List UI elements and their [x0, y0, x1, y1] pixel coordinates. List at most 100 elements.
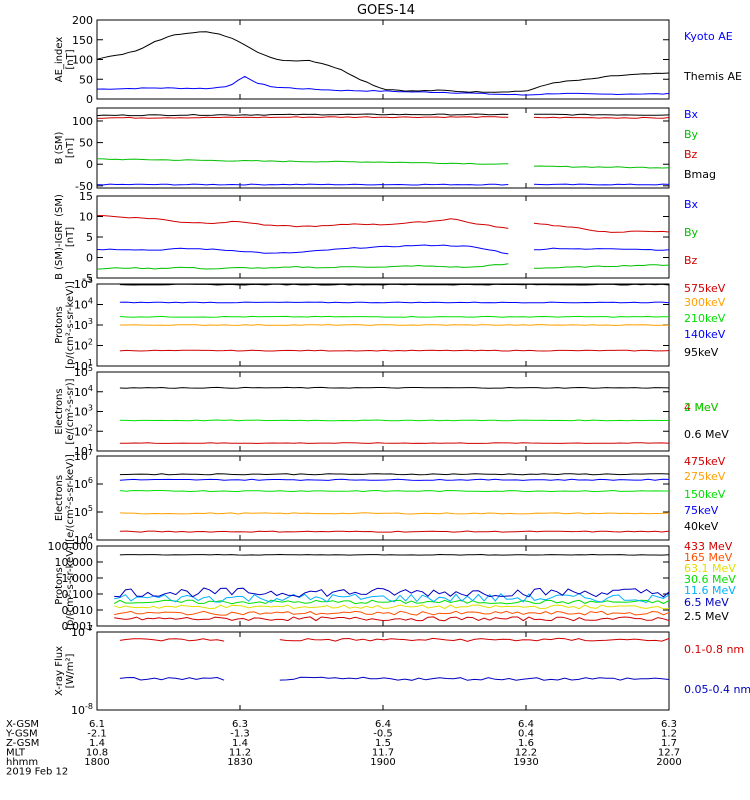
y-tick-label: 100 — [72, 115, 93, 128]
series-line-by — [533, 165, 670, 169]
y-tick-label: 15 — [79, 190, 93, 203]
y-tick-label: 102 — [74, 338, 93, 353]
y-tick-label: 10.000 — [55, 556, 94, 569]
x-info-row-label: hhmm — [6, 757, 38, 768]
x-info-row-label: X-GSM — [6, 719, 39, 730]
y-tick-label: 150 — [72, 34, 93, 47]
y-tick-label: 105 — [74, 504, 93, 519]
legend-label: Themis AE — [683, 70, 742, 83]
panel-frame — [96, 455, 670, 541]
y-tick-label: -50 — [75, 180, 93, 193]
x-info-value: 1830 — [227, 757, 252, 768]
y-tick-label: 0 — [86, 93, 93, 106]
x-axis-info: X-GSM 6.1 6.3 6.4 6.4 6.3 Y-GSM -2.1 -1.3 -0.5 0.4… — [5, 719, 682, 778]
y-tick-label: 0.001 — [62, 620, 94, 633]
y-tick-label: -5 — [82, 272, 93, 285]
series-line-2-mev — [119, 419, 670, 422]
legend-label: 300keV — [684, 296, 726, 309]
legend-label: 95keV — [684, 346, 719, 359]
series-line-210kev — [119, 315, 670, 318]
x-info-value: 1.2 — [661, 729, 677, 740]
series-line-by — [96, 263, 509, 270]
legend-label: Bmag — [684, 168, 716, 181]
legend-label: 433 MeV — [684, 540, 733, 553]
legend-label: 2.5 MeV — [684, 610, 729, 623]
series-line-4-mev — [119, 442, 670, 444]
series-line-bz — [533, 222, 670, 233]
legend-label: 4 MeV — [684, 401, 719, 414]
panel-protons-high: 0.001 0.010 0.100 1.000 10.000 100.000 Protons… — [48, 540, 737, 633]
series-line-0-05-0-4-nm — [279, 676, 670, 681]
x-info-row-label: Y-GSM — [5, 729, 38, 740]
x-info-value: 1.4 — [89, 738, 105, 749]
legend-label: 275keV — [684, 470, 726, 483]
legend-label: 0.05-0.4 nm — [684, 683, 750, 696]
series-line-75kev — [119, 478, 670, 481]
y-tick-label: 0.100 — [62, 588, 94, 601]
series-line-475kev — [119, 530, 670, 533]
panel-frame — [96, 107, 670, 189]
x-info-value: 6.1 — [89, 719, 105, 730]
panel-frame — [96, 19, 670, 100]
y-axis-label: X-ray Flux — [54, 646, 65, 696]
series-line-bmag — [533, 113, 670, 116]
y-axis-label: B (SM)-IGRF (SM) — [54, 194, 65, 280]
legend-label: 475keV — [684, 455, 726, 468]
series-line-themis-ae — [96, 31, 670, 93]
series-line-150kev — [119, 489, 669, 493]
legend-label: 30.6 MeV — [684, 573, 736, 586]
series-line-140kev — [119, 301, 670, 304]
series-line-kyoto-ae — [96, 75, 670, 96]
panel-frame — [96, 195, 670, 279]
y-axis-label: [p/(cm²-s-sr-keV)] — [65, 281, 76, 369]
y-axis-label: Electrons — [54, 388, 65, 434]
x-info-value: 1.5 — [375, 738, 391, 749]
y-tick-label: 106 — [74, 476, 93, 491]
x-info-value: 1800 — [84, 757, 109, 768]
y-tick-label: 50 — [79, 137, 93, 150]
x-info-value: 1900 — [370, 757, 395, 768]
y-axis-label: [nT] — [65, 227, 76, 247]
series-line-0-05-0-4-nm — [119, 676, 225, 681]
series-line-by — [96, 158, 509, 165]
x-info-value: 1.4 — [232, 738, 248, 749]
y-tick-label: 50 — [79, 73, 93, 86]
legend-label: 0.6 MeV — [684, 428, 729, 441]
legend-label: 6.5 MeV — [684, 596, 729, 609]
y-tick-label: 103 — [74, 317, 93, 332]
y-tick-label: 1.000 — [62, 572, 94, 585]
y-tick-label: 10-7 — [71, 624, 93, 639]
y-tick-label: 105 — [74, 276, 93, 291]
legend-label: Bx — [684, 108, 699, 121]
y-tick-label: 100.000 — [48, 540, 94, 553]
series-line-0-6-mev — [119, 386, 670, 389]
x-info-value: 6.4 — [375, 719, 391, 730]
y-axis-label: AE_index — [54, 37, 65, 83]
legend-label: 165 MeV — [684, 551, 733, 564]
series-line-6-5-mev — [114, 587, 670, 598]
panel-frame — [96, 371, 670, 452]
y-tick-label: 104 — [74, 384, 93, 399]
y-tick-label: 0 — [86, 158, 93, 171]
y-tick-label: 5 — [86, 231, 93, 244]
series-line-95kev — [119, 283, 670, 286]
series-line-bx — [96, 183, 509, 186]
x-info-value: 2000 — [656, 757, 681, 768]
series-line-by — [533, 264, 670, 269]
x-info-value: 12.2 — [515, 748, 537, 759]
series-line-0-1-0-8-nm — [119, 638, 225, 642]
legend-label: 2 MeV — [684, 401, 719, 414]
legend-label: 63.1 MeV — [684, 562, 736, 575]
x-info-value: 1.6 — [518, 738, 534, 749]
legend-label: 140keV — [684, 328, 726, 341]
y-tick-label: 104 — [74, 297, 93, 312]
legend-label: 0.1-0.8 nm — [684, 643, 744, 656]
x-info-value: 11.2 — [229, 748, 251, 759]
y-axis-label: [e/(cm²-s-sr-keV)] — [65, 454, 76, 542]
x-info-row-label: Z-GSM — [6, 738, 39, 749]
series-line-11-6-mev — [114, 593, 670, 603]
series-line-275kev — [119, 512, 670, 515]
legend-label: 40keV — [684, 520, 719, 533]
y-tick-label: 103 — [74, 404, 93, 419]
